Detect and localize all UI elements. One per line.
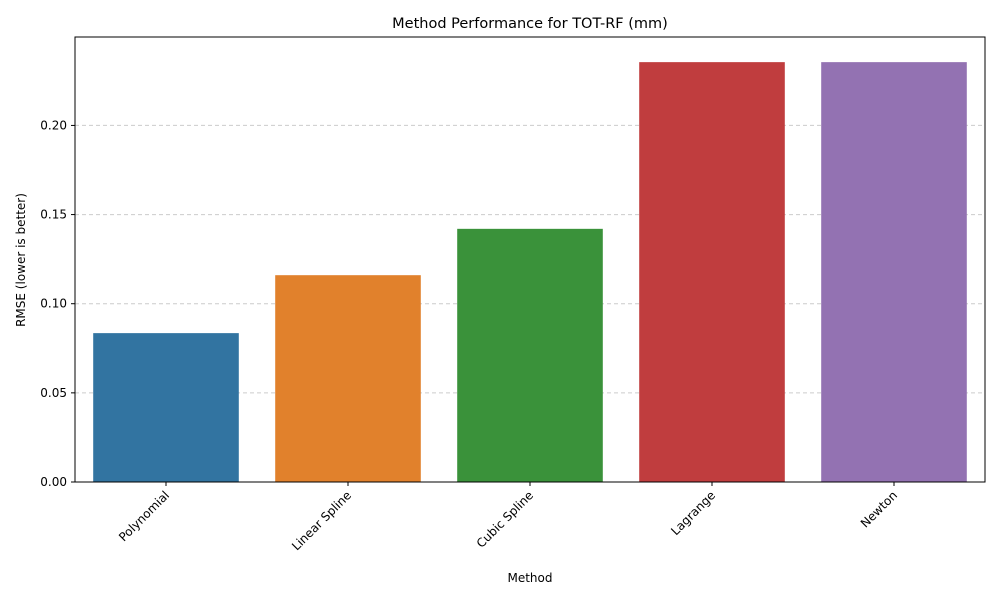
x-axis-ticks: Polynomial Linear Spline Cubic Spline Lagra… [116, 482, 900, 553]
bar-polynomial [93, 333, 239, 482]
bar-lagrange [639, 62, 785, 483]
x-tick-label: Polynomial [116, 488, 172, 544]
x-axis-label: Method [507, 571, 552, 585]
y-tick-label: 0.05 [40, 386, 67, 400]
bars [93, 62, 967, 483]
y-tick-label: 0.10 [40, 297, 67, 311]
plot-frame [74, 36, 986, 483]
y-tick-label: 0.15 [40, 208, 67, 222]
bar-cubic-spline [457, 228, 603, 482]
bar-newton [821, 62, 967, 483]
bar-linear-spline [275, 275, 421, 482]
y-axis-ticks: 0.00 0.05 0.10 0.15 0.20 [40, 118, 75, 489]
chart-title: Method Performance for TOT-RF (mm) [392, 16, 668, 32]
x-tick-label: Linear Spline [289, 488, 354, 553]
x-tick-label: Lagrange [668, 488, 718, 538]
x-tick-label: Cubic Spline [474, 488, 536, 550]
x-tick-label: Newton [858, 488, 900, 530]
y-axis-label: RMSE (lower is better) [14, 193, 28, 327]
y-tick-label: 0.20 [40, 118, 67, 132]
y-tick-label: 0.00 [40, 475, 67, 489]
